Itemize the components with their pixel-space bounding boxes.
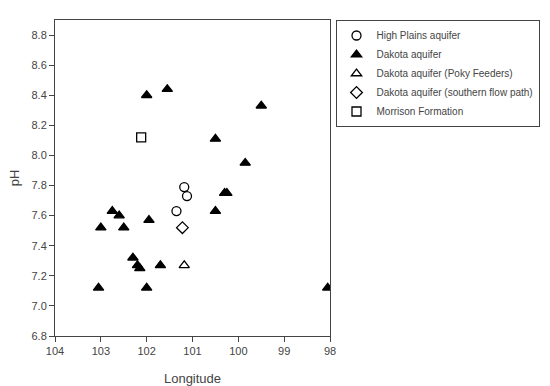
svg-text:6.8: 6.8 xyxy=(32,330,47,342)
svg-text:Morrison Formation: Morrison Formation xyxy=(377,106,464,117)
svg-text:7.4: 7.4 xyxy=(32,240,47,252)
svg-text:99: 99 xyxy=(278,345,290,357)
svg-text:98: 98 xyxy=(324,345,336,357)
svg-text:8.2: 8.2 xyxy=(32,119,47,131)
svg-text:Dakota aquifer (southern flow: Dakota aquifer (southern flow path) xyxy=(377,87,533,98)
svg-text:101: 101 xyxy=(183,345,201,357)
svg-text:7.8: 7.8 xyxy=(32,179,47,191)
svg-text:pH: pH xyxy=(7,170,22,187)
svg-text:8.8: 8.8 xyxy=(32,29,47,41)
svg-text:103: 103 xyxy=(92,345,110,357)
svg-text:100: 100 xyxy=(229,345,247,357)
svg-text:8.4: 8.4 xyxy=(32,89,47,101)
svg-text:Longitude: Longitude xyxy=(164,371,221,386)
svg-text:102: 102 xyxy=(137,345,155,357)
svg-text:High Plains aquifer: High Plains aquifer xyxy=(377,30,462,41)
svg-text:Dakota aquifer: Dakota aquifer xyxy=(377,49,443,60)
svg-text:7.0: 7.0 xyxy=(32,300,47,312)
svg-text:7.6: 7.6 xyxy=(32,209,47,221)
svg-text:Dakota aquifer (Poky Feeders): Dakota aquifer (Poky Feeders) xyxy=(377,68,513,79)
svg-text:7.2: 7.2 xyxy=(32,270,47,282)
svg-text:8.0: 8.0 xyxy=(32,149,47,161)
svg-text:8.6: 8.6 xyxy=(32,59,47,71)
svg-text:104: 104 xyxy=(46,345,64,357)
